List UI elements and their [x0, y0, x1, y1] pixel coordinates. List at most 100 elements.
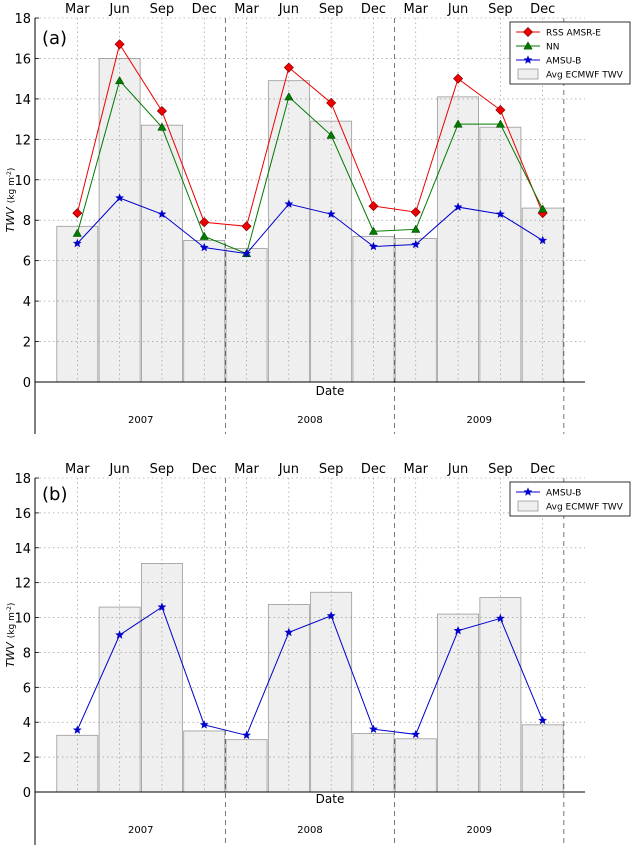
point-nn-9: [453, 119, 463, 128]
legend-label: Avg ECMWF TWV: [546, 503, 624, 513]
y-tick-label: 2: [23, 336, 31, 351]
legend: RSS AMSR-E NN AMSU-B Avg ECMWF TWV: [509, 21, 631, 85]
point-rss-amsr-e-7: [368, 201, 379, 212]
point-amsu-b-6: [326, 611, 336, 620]
legend-marker: [523, 41, 533, 50]
bar-ecmwf-dec-3: [183, 730, 226, 793]
point-amsu-b-4: [242, 730, 252, 740]
month-label: Dec: [361, 462, 386, 477]
point-nn-1: [114, 75, 125, 85]
month-label: Dec: [530, 462, 555, 477]
y-tick-label: 12: [14, 133, 31, 148]
year-label: 2009: [467, 825, 492, 836]
point-amsu-b-7: [368, 241, 378, 251]
series-line-amsu-b: [76, 606, 544, 736]
y-tick-label: 4: [23, 716, 31, 731]
year-label: 2007: [128, 415, 153, 426]
bar-ecmwf-sep-10: [479, 126, 522, 383]
point-rss-amsr-e-0: [72, 208, 83, 219]
month-label: Dec: [530, 2, 555, 17]
y-tick-label: 10: [14, 174, 31, 189]
point-rss-amsr-e-9: [453, 73, 464, 84]
point-nn-10: [495, 119, 506, 128]
month-label: Jun: [278, 2, 299, 17]
month-label: Sep: [488, 462, 513, 477]
bar-ecmwf-jun-5: [267, 80, 310, 383]
month-label: Dec: [192, 462, 217, 477]
y-axis-label-unit: (kg m: [7, 612, 17, 638]
y-tick-label: 14: [14, 93, 31, 108]
point-rss-amsr-e-2: [156, 105, 167, 117]
y-tick-label: 8: [23, 214, 31, 229]
point-rss-amsr-e-5: [283, 62, 294, 73]
point-nn-11: [538, 204, 548, 213]
point-amsu-b-10: [495, 613, 505, 623]
point-amsu-b-1: [115, 630, 125, 639]
month-label: Sep: [150, 2, 175, 17]
legend-swatch: [517, 500, 539, 512]
legend-label: Avg ECMWF TWV: [546, 71, 624, 81]
legend-swatch: [517, 68, 539, 80]
y-tick-label: 10: [14, 612, 31, 627]
month-label: Mar: [65, 2, 90, 17]
point-amsu-b-8: [411, 729, 421, 739]
month-label: Jun: [278, 462, 299, 477]
y-tick-label: 6: [23, 255, 31, 270]
month-label: Jun: [108, 2, 129, 17]
point-amsu-b-5: [284, 199, 294, 208]
point-amsu-b-6: [326, 209, 336, 218]
y-axis-label-unit: (kg m: [7, 177, 17, 203]
point-rss-amsr-e-8: [410, 207, 421, 218]
year-label: 2007: [128, 825, 153, 836]
bar-ecmwf-sep-6: [310, 591, 353, 793]
point-amsu-b-2: [157, 209, 167, 218]
point-rss-amsr-e-1: [114, 39, 125, 50]
y-tick-label: 4: [23, 295, 31, 310]
y-axis-label-unit-close: ): [7, 168, 17, 172]
point-amsu-b-0: [72, 238, 82, 248]
point-amsu-b-9: [453, 202, 463, 211]
chart-panel-a: 0 2 4 6 8 10 12 14 16 18 Mar Jun Sep Dec Mar Jun Sep Dec M…: [4, 2, 631, 434]
y-axis-label-unit-sup: -2: [6, 606, 13, 612]
y-axis-label-quantity: TWV: [4, 206, 17, 233]
legend: AMSU-B Avg ECMWF TWV: [509, 481, 631, 517]
year-label: 2009: [467, 415, 492, 426]
series-line-amsu-b: [76, 197, 543, 255]
series-line-nn: [76, 79, 544, 255]
legend-label: NN: [546, 43, 559, 53]
month-label: Sep: [319, 462, 344, 477]
point-nn-0: [72, 228, 82, 237]
y-tick-label: 0: [23, 786, 31, 801]
bar-ecmwf-jun-1: [98, 58, 141, 383]
month-label: Jun: [447, 2, 468, 17]
y-tick-label: 2: [23, 751, 31, 766]
y-tick-label: 0: [23, 376, 31, 391]
point-amsu-b-9: [453, 625, 463, 635]
month-label: Mar: [234, 2, 259, 17]
month-label: Mar: [404, 2, 429, 17]
y-axis-label-unit-sup: -2: [6, 171, 13, 177]
point-nn-3: [199, 231, 209, 240]
point-nn-2: [157, 122, 167, 131]
y-tick-label: 18: [14, 472, 31, 487]
point-amsu-b-10: [495, 209, 505, 218]
legend-label: AMSU-B: [546, 57, 581, 67]
point-amsu-b-11: [538, 715, 548, 725]
point-amsu-b-8: [411, 239, 421, 249]
y-tick-label: 18: [14, 12, 31, 27]
point-nn-5: [284, 92, 294, 101]
point-rss-amsr-e-6: [326, 97, 337, 108]
chart-panel-b: 0 2 4 6 8 10 12 14 16 18 Mar Jun Sep Dec Mar Jun Sep Dec M…: [4, 462, 631, 845]
series-line-rss-amsr-e: [76, 43, 544, 227]
panel-label: (b): [42, 484, 67, 505]
y-axis-label-unit-close: ): [7, 603, 17, 607]
point-amsu-b-4: [242, 248, 252, 258]
point-nn-6: [326, 130, 336, 139]
point-amsu-b-11: [538, 235, 548, 245]
x-axis-label: Date: [316, 384, 345, 398]
point-amsu-b-0: [72, 725, 82, 734]
point-amsu-b-5: [284, 627, 294, 637]
point-amsu-b-7: [368, 724, 378, 734]
y-tick-label: 16: [14, 52, 31, 67]
